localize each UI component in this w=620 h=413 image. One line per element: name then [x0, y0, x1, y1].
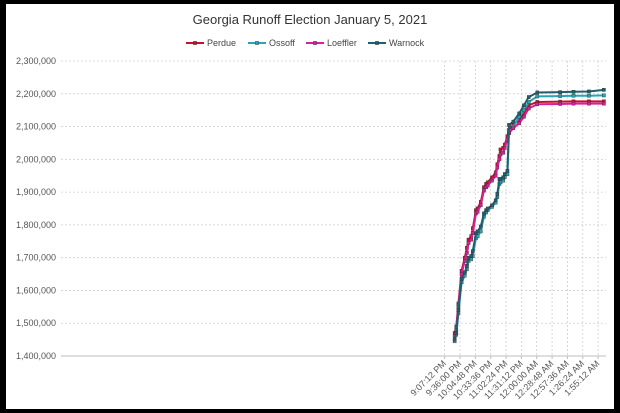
data-point — [502, 146, 507, 150]
data-point — [495, 191, 500, 196]
data-point — [517, 121, 521, 126]
data-point — [526, 100, 531, 104]
data-point — [602, 101, 606, 106]
data-point — [526, 106, 531, 111]
legend-marker — [375, 41, 379, 45]
data-point — [490, 178, 494, 183]
data-point — [558, 94, 562, 98]
data-point — [495, 165, 500, 170]
data-point — [478, 229, 483, 234]
data-point — [522, 103, 526, 108]
line-chart: Georgia Runoff Election January 5, 2021 … — [16, 12, 606, 402]
data-point — [602, 93, 606, 98]
data-point — [507, 123, 511, 127]
data-point — [475, 229, 480, 234]
data-point — [490, 203, 494, 208]
legend-item-warnock: Warnock — [368, 38, 425, 48]
data-point — [482, 211, 486, 216]
gridlines — [61, 60, 606, 357]
y-tick-label: 1,700,000 — [16, 253, 56, 263]
data-point — [526, 95, 531, 99]
data-point — [587, 101, 591, 106]
legend-marker — [255, 41, 259, 45]
data-point — [493, 173, 498, 178]
y-tick-label: 2,300,000 — [16, 56, 56, 66]
chart-legend: Perdue Ossoff Loeffler Warnock — [186, 38, 425, 48]
data-point — [535, 90, 540, 95]
data-point — [469, 237, 473, 242]
data-point — [452, 337, 457, 342]
data-point — [522, 108, 526, 112]
y-axis-ticks: 1,400,000 1,500,000 1,600,000 1,700,000 1,80… — [16, 56, 56, 361]
data-point — [501, 150, 505, 155]
data-point — [511, 126, 516, 130]
series-line — [453, 94, 604, 342]
data-point — [517, 111, 521, 116]
data-point — [497, 157, 502, 162]
data-point — [571, 90, 576, 94]
series-line — [453, 102, 604, 337]
data-point — [571, 93, 576, 98]
legend-item-ossoff: Ossoff — [248, 38, 295, 48]
data-point — [485, 206, 490, 211]
data-point — [459, 277, 464, 281]
data-point — [571, 101, 576, 106]
data-point — [505, 169, 510, 173]
chart-title: Georgia Runoff Election January 5, 2021 — [193, 12, 428, 27]
legend-marker — [193, 41, 197, 45]
data-point — [456, 308, 461, 312]
data-point — [465, 264, 469, 268]
data-point — [558, 102, 562, 106]
data-point — [535, 94, 540, 99]
data-point — [470, 249, 475, 253]
y-tick-label: 2,100,000 — [16, 122, 56, 132]
series-warnock — [452, 88, 606, 342]
data-point — [502, 172, 507, 176]
data-point — [478, 203, 483, 208]
y-tick-label: 2,200,000 — [16, 89, 56, 99]
data-point — [493, 198, 498, 203]
data-point — [482, 188, 486, 193]
data-point — [558, 90, 562, 94]
legend-label: Ossoff — [269, 38, 295, 48]
data-point — [462, 270, 467, 275]
data-point — [470, 231, 475, 235]
data-point — [535, 102, 540, 107]
data-point — [522, 114, 526, 119]
data-point — [475, 209, 480, 214]
data-point — [478, 224, 483, 229]
data-point — [466, 241, 471, 245]
chart-frame: Georgia Runoff Election January 5, 2021 … — [6, 4, 614, 409]
data-point — [501, 175, 505, 180]
y-tick-label: 2,000,000 — [16, 154, 56, 164]
data-point — [462, 259, 467, 263]
data-point — [485, 183, 490, 188]
legend-label: Loeffler — [327, 38, 357, 48]
legend-marker — [313, 41, 317, 45]
data-point — [465, 250, 469, 255]
series-line — [453, 100, 604, 334]
data-point — [469, 254, 473, 258]
legend-label: Warnock — [389, 38, 425, 48]
legend-item-loeffler: Loeffler — [306, 38, 357, 48]
y-tick-label: 1,400,000 — [16, 351, 56, 361]
legend-item-perdue: Perdue — [186, 38, 236, 48]
data-point — [602, 88, 606, 92]
data-point — [454, 331, 459, 335]
y-tick-label: 1,600,000 — [16, 285, 56, 295]
data-point — [587, 89, 591, 94]
y-tick-label: 1,800,000 — [16, 220, 56, 230]
series-lines — [452, 88, 606, 344]
y-tick-label: 1,900,000 — [16, 187, 56, 197]
data-point — [511, 119, 516, 124]
y-tick-label: 1,500,000 — [16, 318, 56, 328]
data-point — [587, 93, 591, 98]
legend-label: Perdue — [207, 38, 236, 48]
